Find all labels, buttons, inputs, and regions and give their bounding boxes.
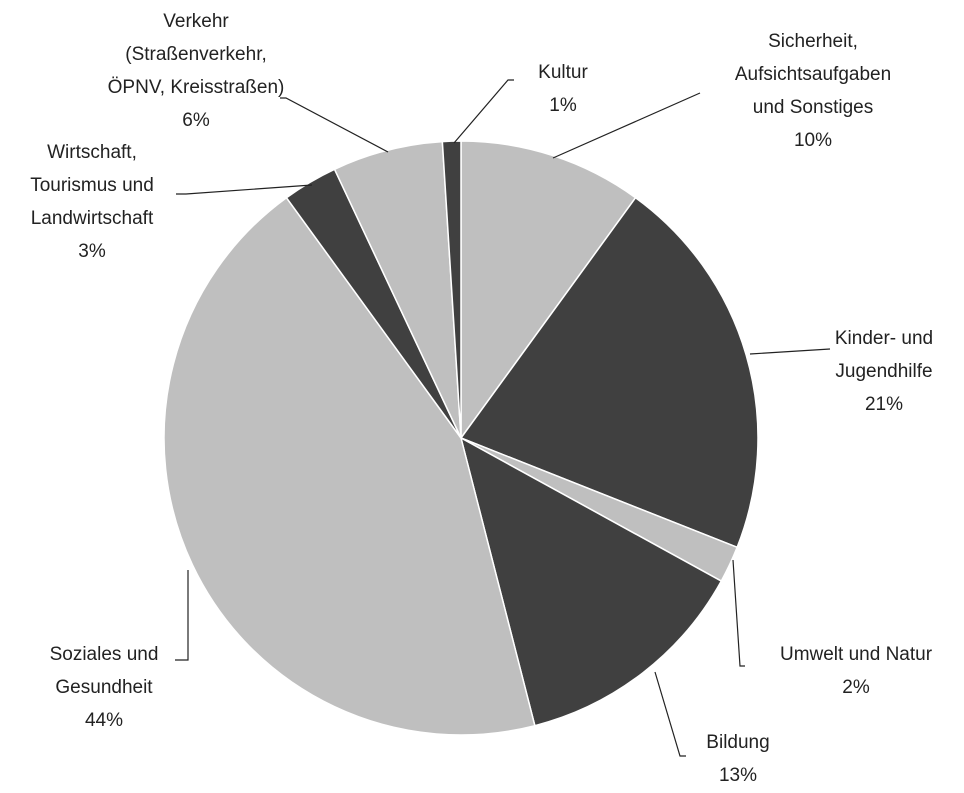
leader-line [732, 559, 745, 667]
leader-line [552, 92, 701, 159]
value-label: 2% [842, 677, 870, 698]
slice-label: Kinder- und Jugendhilfe [835, 328, 933, 382]
leader-line [749, 348, 831, 355]
slice [441, 140, 462, 439]
leader-line [175, 570, 189, 661]
leaders [175, 79, 831, 757]
slice-label: Umwelt und Natur [780, 644, 933, 665]
value-label: 13% [719, 765, 757, 786]
slice [460, 140, 637, 441]
labels: Sicherheit, Aufsichtsaufgaben und Sonstige… [30, 11, 933, 786]
leader-line [654, 671, 686, 757]
leader-line [453, 79, 514, 144]
slice-label: Bildung [706, 732, 769, 753]
slice-label: Kultur [538, 62, 588, 83]
value-label: 10% [794, 130, 832, 151]
slice [459, 436, 723, 727]
value-label: 21% [865, 394, 903, 415]
value-label: 1% [549, 95, 577, 116]
value-label: 6% [182, 110, 210, 131]
slices [163, 140, 759, 736]
value-label: 44% [85, 710, 123, 731]
slice-label: Verkehr (Straßenverkehr, ÖPNV, Kreisstraße… [108, 11, 285, 98]
slice [459, 196, 759, 549]
slice [163, 196, 536, 736]
slice-label: Soziales und Gesundheit [50, 644, 159, 698]
value-label: 3% [78, 241, 106, 262]
leader-line [280, 97, 389, 153]
slice-label: Wirtschaft, Tourismus und Landwirtschaft [30, 142, 154, 229]
leader-line [176, 184, 313, 195]
slice-label: Sicherheit, Aufsichtsaufgaben und Sonstige… [735, 31, 891, 118]
